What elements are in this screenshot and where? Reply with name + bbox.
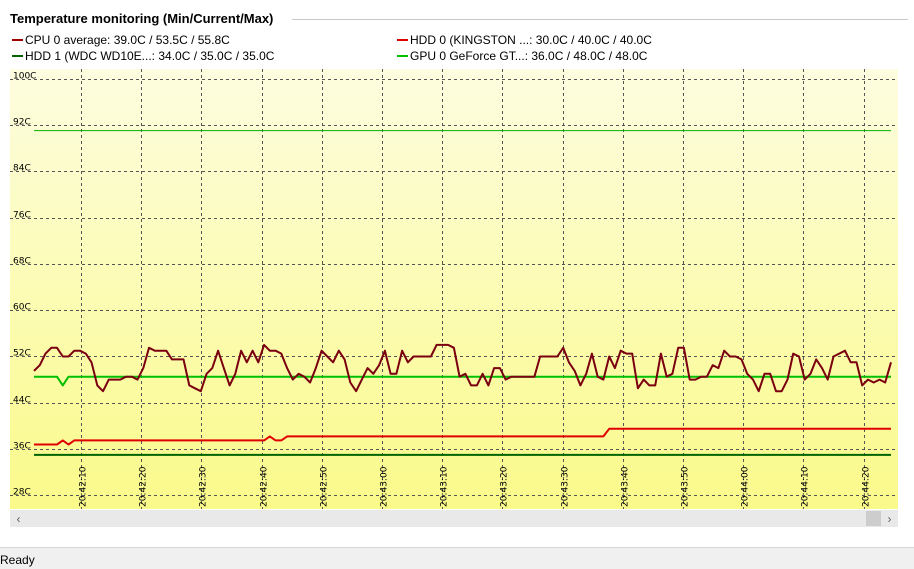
- legend-swatch-hdd0: [397, 39, 408, 41]
- y-tick-label: 60C: [13, 303, 31, 313]
- series-line-cpu-0: [33, 343, 892, 393]
- x-tick-label: 20:43:50: [681, 466, 691, 507]
- y-tick-label: 28C: [13, 488, 31, 498]
- y-tick-label: 68C: [13, 257, 31, 267]
- x-tick-label: 20:44:20: [862, 466, 872, 507]
- series-line-hdd-1: [34, 427, 891, 446]
- x-tick-label: 20:42:40: [260, 466, 270, 507]
- legend-item-cpu: CPU 0 average: 39.0C / 53.5C / 55.8C: [12, 33, 230, 47]
- x-tick-label: 20:42:30: [199, 466, 209, 507]
- temperature-chart: 100C 92C 84C 76C 68C 60C 52C 44C 36C 28C 20:42:10 2…: [10, 69, 898, 509]
- legend-label-cpu: CPU 0 average: 39.0C / 53.5C / 55.8C: [25, 33, 230, 47]
- scroll-thumb[interactable]: [866, 511, 881, 526]
- legend-label-hdd0: HDD 0 (KINGSTON ...: 30.0C / 40.0C / 40.…: [410, 33, 652, 47]
- y-tick-label: 84C: [13, 164, 31, 174]
- chevron-left-icon[interactable]: ‹: [16, 511, 21, 526]
- chart-legend: CPU 0 average: 39.0C / 53.5C / 55.8C HDD…: [12, 33, 712, 67]
- y-tick-label: 100C: [13, 72, 36, 82]
- panel-title: Temperature monitoring (Min/Current/Max): [10, 11, 274, 26]
- plot-background: [10, 69, 898, 509]
- x-tick-label: 20:43:00: [380, 466, 390, 507]
- x-tick-label: 20:43:30: [561, 466, 571, 507]
- horizontal-scrollbar[interactable]: ‹ ›: [10, 510, 898, 527]
- x-tick-label: 20:42:20: [139, 466, 149, 507]
- series-line-gpu-3: [34, 375, 891, 387]
- title-divider: [292, 19, 908, 20]
- y-tick-label: 76C: [13, 211, 31, 221]
- legend-swatch-hdd1: [12, 55, 23, 57]
- x-tick-label: 20:42:50: [320, 466, 330, 507]
- legend-item-hdd1: HDD 1 (WDC WD10E...: 34.0C / 35.0C / 35.…: [12, 49, 274, 63]
- x-tick-label: 20:43:10: [440, 466, 450, 507]
- y-tick-label: 52C: [13, 349, 31, 359]
- x-tick-label: 20:42:10: [79, 466, 89, 507]
- x-tick-label: 20:44:10: [801, 466, 811, 507]
- legend-swatch-cpu: [12, 39, 23, 41]
- x-tick-label: 20:44:00: [741, 466, 751, 507]
- status-bar: Ready: [0, 547, 914, 569]
- legend-swatch-gpu: [397, 55, 408, 57]
- y-tick-label: 92C: [13, 118, 31, 128]
- legend-label-gpu: GPU 0 GeForce GT...: 36.0C / 48.0C / 48.…: [410, 49, 648, 63]
- y-tick-label: 44C: [13, 396, 31, 406]
- legend-item-hdd0: HDD 0 (KINGSTON ...: 30.0C / 40.0C / 40.…: [397, 33, 652, 47]
- y-tick-label: 36C: [13, 442, 31, 452]
- x-tick-label: 20:43:20: [500, 466, 510, 507]
- chevron-right-icon[interactable]: ›: [887, 511, 892, 526]
- status-text: Ready: [0, 553, 35, 567]
- legend-item-gpu: GPU 0 GeForce GT...: 36.0C / 48.0C / 48.…: [397, 49, 647, 63]
- chart-svg: 100C 92C 84C 76C 68C 60C 52C 44C 36C 28C 20:42:10 2…: [10, 69, 898, 509]
- legend-label-hdd1: HDD 1 (WDC WD10E...: 34.0C / 35.0C / 35.…: [25, 49, 275, 63]
- x-tick-label: 20:43:40: [621, 466, 631, 507]
